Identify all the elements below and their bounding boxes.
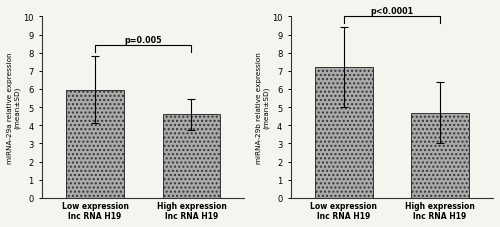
Bar (411, 113, 469, 198)
Text: p<0.0001: p<0.0001 (370, 7, 414, 16)
Bar (66, 91, 124, 198)
Y-axis label: miRNA-29a relative expression
(mean±SD): miRNA-29a relative expression (mean±SD) (7, 52, 20, 163)
Bar (315, 68, 372, 198)
Text: p=0.005: p=0.005 (124, 36, 162, 45)
Bar (162, 115, 220, 198)
Y-axis label: miRNA-29b relative expression
(mean±SD): miRNA-29b relative expression (mean±SD) (256, 52, 269, 163)
